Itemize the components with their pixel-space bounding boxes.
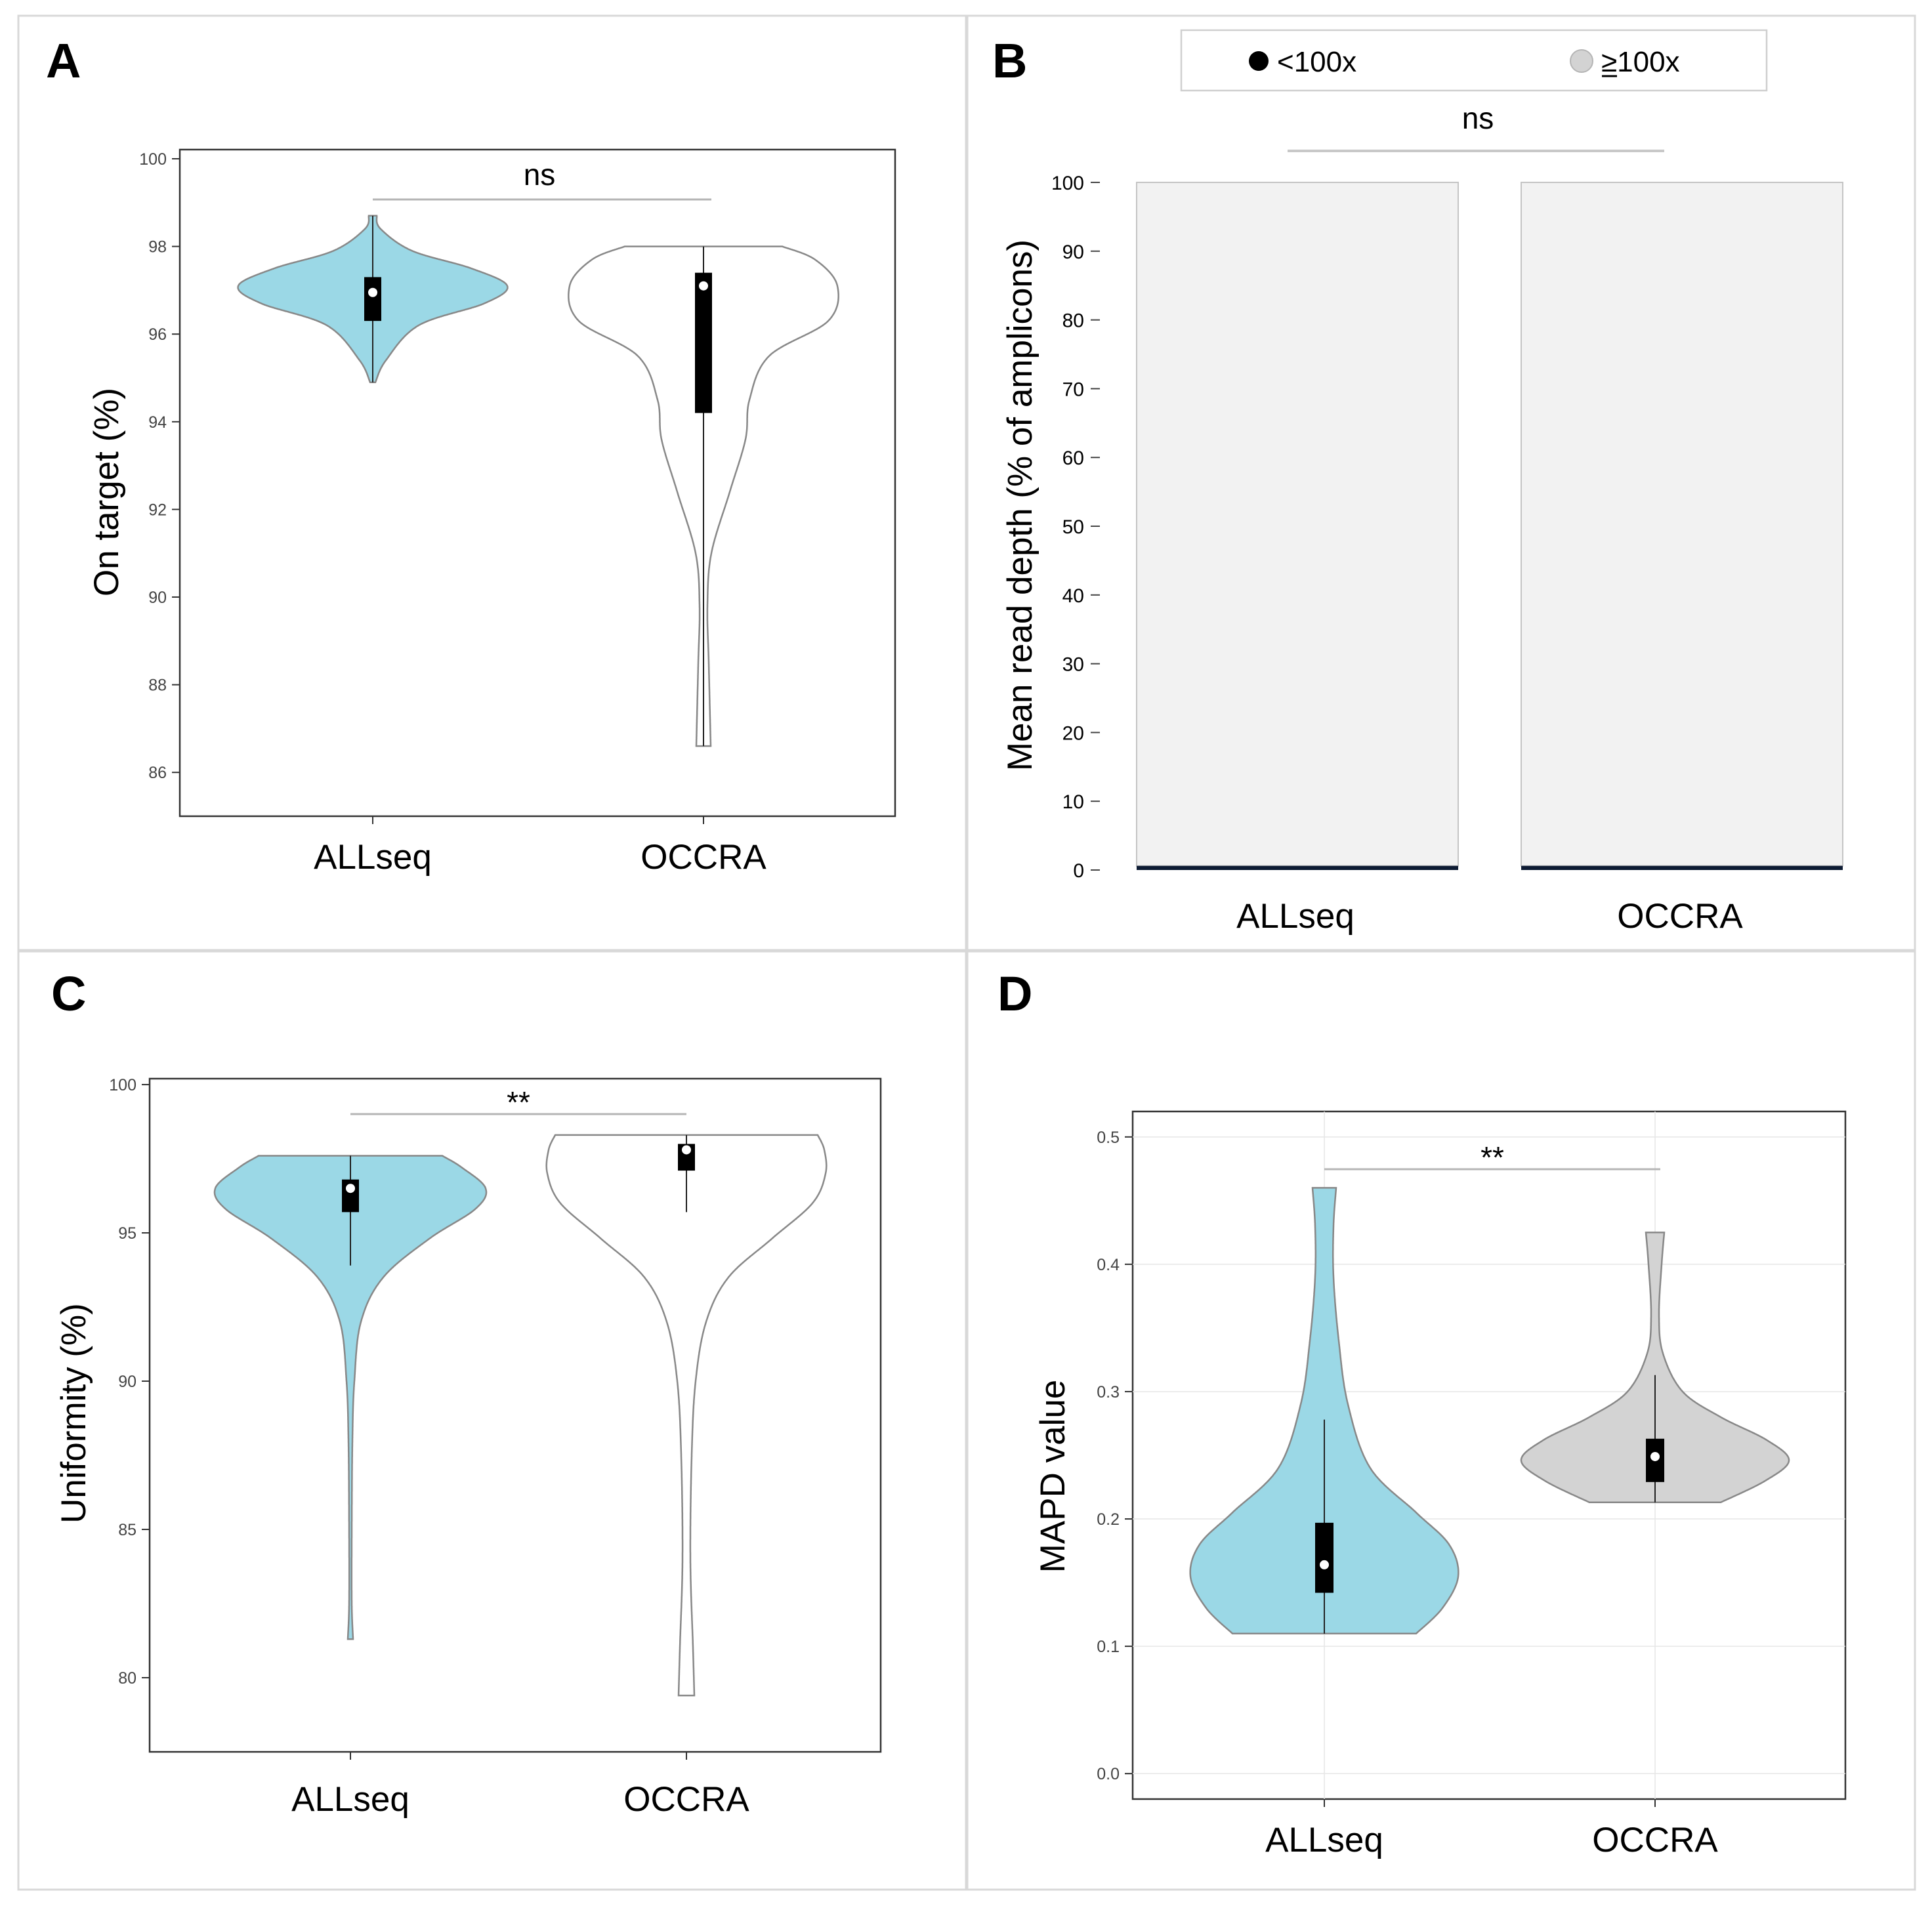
y-tick-label: 94: [148, 413, 167, 432]
panel-b-frame: [966, 14, 1916, 951]
median-occra: [1650, 1451, 1660, 1461]
y-tick-label: 0.4: [1097, 1256, 1120, 1274]
y-tick-label: 0.1: [1097, 1638, 1120, 1656]
panel-c-frame: [17, 950, 967, 1891]
panel-letter-a: A: [46, 33, 81, 88]
panel-c-y-axis-title: Uniformity (%): [54, 1303, 93, 1524]
panel-b-bars: [1136, 182, 1843, 870]
panel-d-category-allseq: ALLseq: [1265, 1821, 1383, 1859]
panel-c-category-allseq: ALLseq: [291, 1780, 410, 1819]
y-tick-label: 98: [148, 238, 167, 257]
panel-b-y-axis-title: Mean read depth (% of amplicons): [1001, 239, 1040, 771]
y-tick-label: 96: [148, 325, 167, 344]
y-tick-label: 90: [1062, 241, 1084, 263]
panel-frames: [17, 14, 1916, 1891]
panel-b-legend-box: [1180, 29, 1768, 92]
y-tick-label: 60: [1062, 447, 1084, 469]
panel-a-frame: [17, 14, 967, 951]
y-tick-label: 30: [1062, 654, 1084, 676]
median-allseq: [346, 1184, 355, 1193]
median-occra: [682, 1145, 691, 1155]
median-allseq: [1320, 1560, 1329, 1569]
y-tick-label: 100: [109, 1076, 136, 1094]
panel-d-category-occra: OCCRA: [1592, 1821, 1718, 1859]
legend-label-high: ≥100x: [1601, 46, 1680, 78]
y-tick-label: 50: [1062, 516, 1084, 538]
y-tick-label: 0: [1073, 860, 1084, 882]
y-tick-label: 95: [118, 1224, 136, 1243]
y-tick-label: 100: [1051, 173, 1084, 194]
panel-c-category-occra: OCCRA: [623, 1780, 749, 1819]
panel-letter-b: B: [992, 33, 1027, 88]
y-tick-label: 40: [1062, 585, 1084, 607]
y-tick-label: 80: [118, 1669, 136, 1688]
panel-d-chart: 0.0 0.1 0.2 0.3 0.4 0.5 ** ALLseq OCCRA MAPD …: [1034, 1110, 1847, 1859]
bar-high-allseq: [1136, 182, 1459, 867]
y-tick-label: 0.2: [1097, 1510, 1120, 1529]
panel-d-x-ticks: [1324, 1799, 1656, 1807]
median-allseq: [368, 287, 377, 297]
panel-b-category-allseq: ALLseq: [1236, 897, 1354, 936]
y-tick-label: 0.5: [1097, 1129, 1120, 1147]
panel-d-y-ticks: 0.0 0.1 0.2 0.3 0.4 0.5: [1097, 1129, 1133, 1783]
legend-marker-low: [1249, 51, 1269, 71]
y-tick-label: 86: [148, 764, 167, 782]
panel-d-frame: [966, 950, 1916, 1891]
y-tick-label: 10: [1062, 791, 1084, 813]
panel-b-category-occra: OCCRA: [1617, 897, 1743, 936]
panel-a-category-allseq: ALLseq: [314, 838, 432, 877]
y-tick-label: 88: [148, 676, 167, 695]
panel-c-y-ticks: 80 85 90 95 100: [109, 1076, 150, 1688]
panel-a-x-ticks: [372, 816, 704, 824]
panel-letter-d: D: [998, 966, 1032, 1021]
panel-a-significance-label: ns: [524, 157, 556, 192]
bar-low-occra: [1521, 865, 1843, 870]
y-tick-label: 70: [1062, 379, 1084, 400]
violin-occra: [1520, 1232, 1790, 1504]
y-tick-label: 80: [1062, 310, 1084, 332]
y-tick-label: 0.0: [1097, 1765, 1120, 1783]
y-tick-label: 90: [118, 1373, 136, 1391]
panel-a-chart: 86 88 90 92 94 96 98 100 ns ALLseq OCCRA On tar…: [87, 148, 896, 877]
panel-a-category-occra: OCCRA: [640, 838, 766, 877]
legend-marker-high: [1570, 49, 1593, 73]
panel-b-y-ticks: 0 10 20 30 40 50 60 70 80 90 100: [1051, 173, 1100, 882]
y-tick-label: 90: [148, 589, 167, 607]
y-tick-label: 0.3: [1097, 1383, 1120, 1401]
median-occra: [699, 281, 708, 291]
violin-allseq: [1189, 1187, 1460, 1634]
y-tick-label: 85: [118, 1521, 136, 1539]
panel-b-significance-label: ns: [1462, 101, 1494, 135]
panel-d-significance-label: **: [1480, 1140, 1504, 1174]
panel-a-y-ticks: 86 88 90 92 94 96 98 100: [139, 150, 180, 782]
panel-b-legend: <100x ≥100x: [1180, 29, 1768, 92]
violin-occra: [545, 1134, 828, 1697]
panel-c-x-ticks: [350, 1752, 687, 1760]
legend-label-low: <100x: [1277, 46, 1356, 78]
panel-a-y-axis-title: On target (%): [87, 388, 126, 596]
panel-d-violins: [1189, 1187, 1790, 1634]
bar-low-allseq: [1137, 865, 1458, 870]
violin-allseq: [213, 1155, 488, 1640]
bar-high-occra: [1521, 182, 1843, 867]
box-allseq: [1315, 1522, 1334, 1593]
panel-d-y-axis-title: MAPD value: [1034, 1380, 1072, 1573]
panel-a-violins: [237, 215, 839, 747]
panel-c-significance-label: **: [507, 1085, 530, 1119]
panel-letter-c: C: [51, 966, 86, 1021]
box-occra: [695, 272, 712, 413]
y-tick-label: 92: [148, 501, 167, 519]
panel-c-chart: 80 85 90 95 100 ** ALLseq OCCRA Uniformity (…: [54, 1076, 882, 1819]
panel-c-violins: [213, 1134, 828, 1697]
panel-b-chart: <100x ≥100x ns 0 10 20 30 40 50 60 70 80 90 100 AL…: [1001, 29, 1843, 936]
y-tick-label: 100: [139, 150, 167, 169]
y-tick-label: 20: [1062, 722, 1084, 744]
box-allseq: [364, 277, 381, 321]
